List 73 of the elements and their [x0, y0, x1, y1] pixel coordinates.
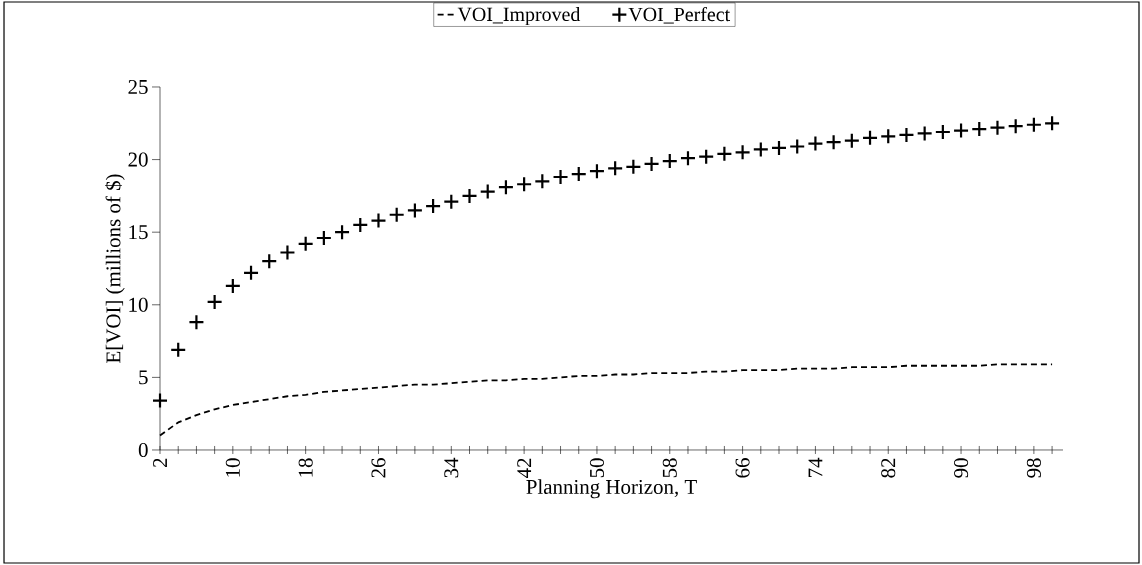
point [1043, 115, 1061, 132]
point [661, 152, 678, 170]
point [952, 122, 970, 139]
x-tick-label: 90 [954, 458, 969, 478]
point [643, 155, 660, 173]
x-tick-label: 98 [1026, 458, 1041, 478]
x-tick-label: 26 [371, 458, 386, 478]
point [315, 229, 332, 247]
point [1025, 116, 1042, 133]
point [497, 179, 515, 196]
x-tick-label: 10 [225, 458, 240, 477]
point [151, 392, 169, 409]
point [752, 141, 769, 158]
y-tick-label: 15 [129, 225, 148, 240]
point [206, 293, 223, 310]
y-tick-label: 20 [128, 152, 148, 167]
point [516, 176, 533, 193]
point [807, 135, 824, 152]
point [279, 244, 296, 261]
x-tick-label: 42 [517, 458, 532, 479]
point [333, 224, 351, 241]
point [625, 158, 642, 175]
y-tick-label: 25 [128, 79, 148, 95]
x-axis-title: Planning Horizon, T [526, 479, 697, 499]
point [588, 163, 606, 180]
legend-label: VOI_Improved [457, 7, 581, 26]
point [971, 120, 988, 138]
point [406, 202, 423, 219]
x-tick-label: 50 [589, 458, 604, 478]
x-tick-label: 18 [298, 458, 313, 477]
point [352, 216, 369, 234]
x-tick-label: 2 [153, 458, 167, 468]
point [1007, 118, 1024, 135]
point [461, 187, 478, 204]
point [825, 134, 842, 151]
legend-label: VOI_Perfect [628, 6, 731, 24]
point [261, 253, 278, 270]
point [534, 173, 551, 190]
x-tick-label: 58 [662, 458, 677, 478]
point [552, 168, 569, 186]
x-tick-label: 74 [808, 457, 823, 478]
point [989, 119, 1006, 136]
y-axis-title: E[VOI] (millions of $) [105, 174, 125, 363]
point [898, 126, 915, 143]
point [934, 123, 951, 141]
point [425, 197, 442, 215]
point [734, 144, 751, 161]
x-tick-label: 82 [881, 458, 896, 478]
point [242, 264, 260, 281]
y-tick-label: 10 [129, 297, 148, 312]
point [679, 150, 697, 167]
point [698, 148, 715, 165]
point [570, 166, 587, 183]
point [443, 193, 460, 210]
point [789, 138, 806, 155]
x-tick-label: 34 [444, 457, 459, 478]
point [170, 341, 187, 358]
point [297, 235, 314, 252]
point [388, 206, 405, 223]
point [716, 145, 733, 162]
y-tick-label: 0 [138, 442, 148, 458]
point [861, 129, 879, 146]
point [188, 314, 205, 331]
point [770, 139, 788, 157]
point [607, 160, 624, 177]
x-tick-label: 66 [735, 458, 750, 478]
point [479, 183, 496, 200]
point [224, 277, 241, 295]
y-tick-label: 5 [139, 370, 148, 385]
point [916, 125, 933, 142]
point [880, 128, 897, 145]
point [843, 132, 860, 149]
point [370, 212, 387, 229]
